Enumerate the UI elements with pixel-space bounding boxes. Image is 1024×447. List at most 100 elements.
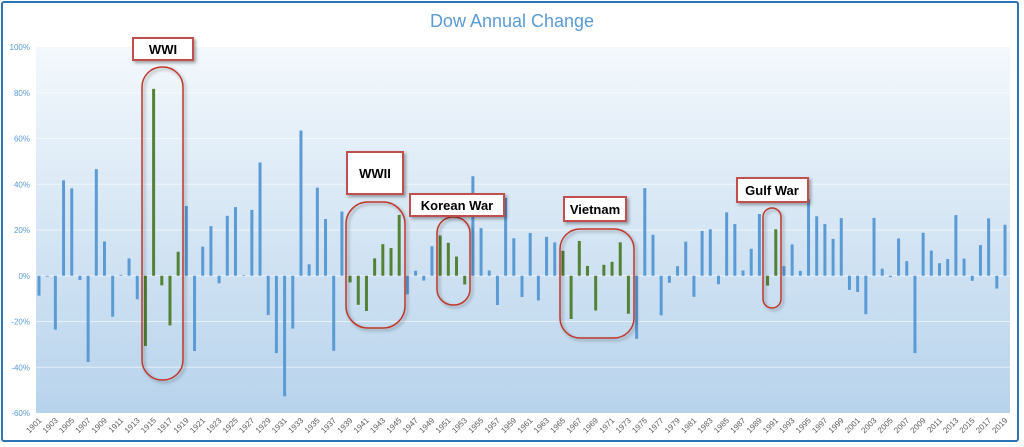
- bar-1947: [414, 270, 418, 276]
- y-tick-label: 100%: [10, 43, 30, 52]
- bar-2016: [978, 245, 982, 276]
- bar-1982: [700, 230, 704, 276]
- x-tick-label: 1909: [90, 416, 109, 435]
- x-tick-label: 1979: [663, 416, 682, 435]
- bar-1938: [340, 211, 344, 276]
- bar-1964: [553, 242, 557, 276]
- x-tick-label: 2019: [990, 416, 1009, 435]
- wwi-ellipse: [141, 66, 184, 381]
- annotation-korean-war: Korean War: [409, 193, 505, 306]
- bar-1991: [774, 229, 778, 276]
- x-tick-label: 2005: [876, 416, 895, 435]
- bar-1955: [479, 228, 483, 276]
- x-tick-label: 1993: [778, 416, 797, 435]
- bar-1990: [766, 275, 770, 286]
- bar-1936: [324, 219, 328, 276]
- x-tick-label: 1915: [139, 416, 158, 435]
- wwi-label-box: [132, 37, 194, 61]
- bar-1946: [405, 275, 409, 295]
- y-tick-label: 0%: [18, 272, 30, 281]
- bar-1907: [86, 275, 90, 362]
- bar-1977: [659, 275, 663, 316]
- y-tick-label: 60%: [14, 135, 30, 144]
- bar-1999: [839, 218, 843, 276]
- bar-1925: [233, 207, 237, 276]
- chart-title: Dow Annual Change: [430, 11, 594, 31]
- bar-1909: [102, 241, 106, 276]
- x-tick-label: 1941: [352, 416, 371, 435]
- vietnam-label-box: [563, 196, 627, 222]
- bar-1923: [217, 275, 221, 284]
- bar-1961: [528, 232, 532, 276]
- y-tick-label: 40%: [14, 180, 30, 189]
- bar-1959: [512, 238, 516, 276]
- bar-1949: [430, 246, 434, 276]
- bar-1940: [356, 275, 360, 305]
- y-tick-label: 80%: [14, 89, 30, 98]
- bar-1987: [741, 270, 745, 276]
- x-tick-label: 1939: [336, 416, 355, 435]
- bar-1969: [594, 275, 598, 311]
- x-tick-label: 1999: [827, 416, 846, 435]
- y-tick-label: -20%: [11, 318, 30, 327]
- bar-1941: [364, 275, 368, 311]
- x-tick-label: 1905: [57, 416, 76, 435]
- bar-1980: [684, 241, 688, 276]
- bar-1989: [757, 213, 761, 276]
- bar-1922: [209, 226, 213, 276]
- bar-1984: [716, 275, 720, 285]
- annotation-wwii: WWII: [345, 151, 406, 329]
- bar-1952: [455, 256, 459, 276]
- x-tick-label: 1959: [499, 416, 518, 435]
- bar-1948: [422, 275, 426, 281]
- x-tick-label: 1913: [123, 416, 142, 435]
- x-tick-label: 1955: [467, 416, 486, 435]
- bar-1901: [37, 275, 41, 296]
- bar-1956: [487, 270, 491, 276]
- wwii-ellipse: [345, 201, 406, 329]
- x-tick-label: 1901: [24, 416, 43, 435]
- bar-1931: [283, 275, 287, 397]
- bar-1945: [397, 214, 401, 276]
- bar-2003: [872, 217, 876, 276]
- korean-war-label-box: [409, 193, 505, 217]
- x-tick-label: 1973: [614, 416, 633, 435]
- bar-1951: [446, 242, 450, 276]
- x-tick-label: 2017: [974, 416, 993, 435]
- bar-2017: [987, 218, 991, 276]
- annotation-vietnam: Vietnam: [559, 196, 635, 339]
- bar-1973: [626, 275, 630, 314]
- x-tick-label: 2015: [958, 416, 977, 435]
- bar-1935: [315, 187, 319, 276]
- bar-1994: [798, 270, 802, 276]
- bar-1934: [307, 264, 311, 276]
- bar-2001: [856, 275, 860, 292]
- bar-1906: [78, 275, 82, 281]
- x-tick-label: 1907: [74, 416, 93, 435]
- x-tick-label: 2011: [925, 416, 944, 435]
- bar-1911: [119, 274, 123, 276]
- bar-2015: [970, 275, 974, 281]
- bar-1928: [258, 162, 262, 276]
- bar-1998: [831, 238, 835, 276]
- x-tick-label: 2009: [909, 416, 928, 435]
- x-tick-label: 1923: [205, 416, 224, 435]
- bar-1930: [274, 275, 278, 354]
- bar-1905: [70, 188, 74, 276]
- x-tick-label: 1937: [319, 416, 338, 435]
- x-tick-label: 1925: [221, 416, 240, 435]
- bar-1963: [545, 236, 549, 276]
- bar-1915: [152, 88, 156, 276]
- bar-1972: [618, 242, 622, 276]
- bar-2007: [905, 261, 909, 276]
- x-tick-label: 1921: [188, 416, 207, 435]
- x-tick-label: 1911: [107, 416, 126, 435]
- x-tick-label: 1981: [679, 416, 698, 435]
- annotation-gulf-war: Gulf War: [736, 177, 809, 309]
- bar-2013: [954, 215, 958, 276]
- bar-1917: [168, 275, 172, 326]
- bar-1910: [111, 275, 115, 317]
- bar-1966: [569, 275, 573, 319]
- bar-1954: [471, 176, 475, 276]
